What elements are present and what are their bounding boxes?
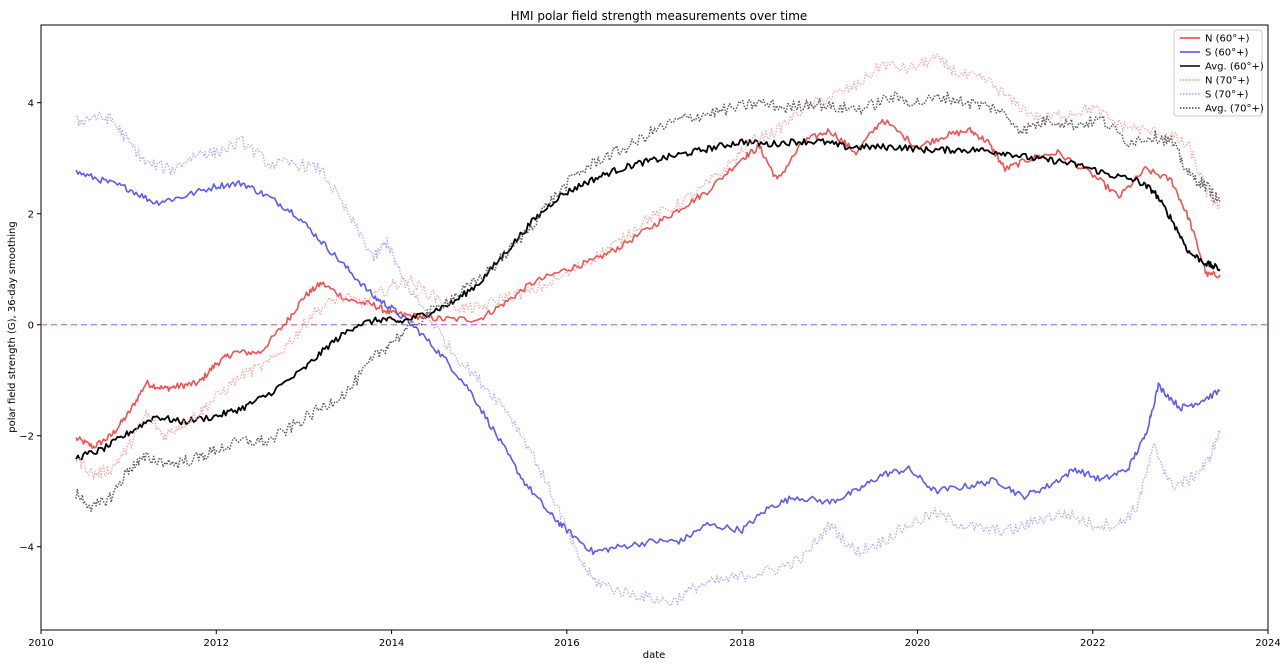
x-tick-label: 2016: [554, 638, 579, 649]
series-line-2: [75, 138, 1221, 461]
series-line-4: [76, 111, 1221, 607]
legend: N (60°+) S (60°+) Avg. (60°+) N (70°+) S (70…: [1173, 29, 1264, 117]
legend-label: N (60°+): [1205, 34, 1250, 45]
y-tick-label: 0: [28, 321, 34, 332]
legend-label: N (70°+): [1205, 76, 1250, 87]
series-line-0: [75, 118, 1221, 450]
y-tick-label: −4: [19, 543, 34, 554]
series-layer: [75, 53, 1221, 607]
x-tick-label: 2024: [1255, 638, 1280, 649]
chart-title: HMI polar field strength measurements ov…: [511, 9, 808, 23]
series-line-1: [75, 169, 1221, 556]
legend-label: S (70°+): [1205, 90, 1249, 101]
series-line-5: [75, 91, 1221, 512]
x-tick-label: 2012: [204, 638, 229, 649]
legend-label: Avg. (70°+): [1205, 104, 1264, 115]
x-tick-label: 2010: [28, 638, 53, 649]
x-axis-ticks: 2010 2012 2014 2016 2018 2020 2022 2024: [28, 630, 1280, 649]
x-axis-label: date: [643, 650, 666, 661]
x-tick-label: 2014: [379, 638, 404, 649]
x-tick-label: 2020: [905, 638, 930, 649]
y-axis-label: polar field strength (G), 36-day smoothi…: [7, 221, 18, 432]
y-axis-ticks: −4 −2 0 2 4: [19, 99, 41, 554]
y-tick-label: 4: [28, 99, 34, 110]
x-tick-label: 2018: [729, 638, 754, 649]
legend-label: Avg. (60°+): [1205, 62, 1264, 73]
y-tick-label: −2: [19, 432, 34, 443]
series-line-3: [75, 53, 1221, 480]
x-tick-label: 2022: [1080, 638, 1105, 649]
y-tick-label: 2: [28, 210, 34, 221]
plot-frame: [40, 24, 1269, 631]
legend-label: S (60°+): [1205, 48, 1249, 59]
